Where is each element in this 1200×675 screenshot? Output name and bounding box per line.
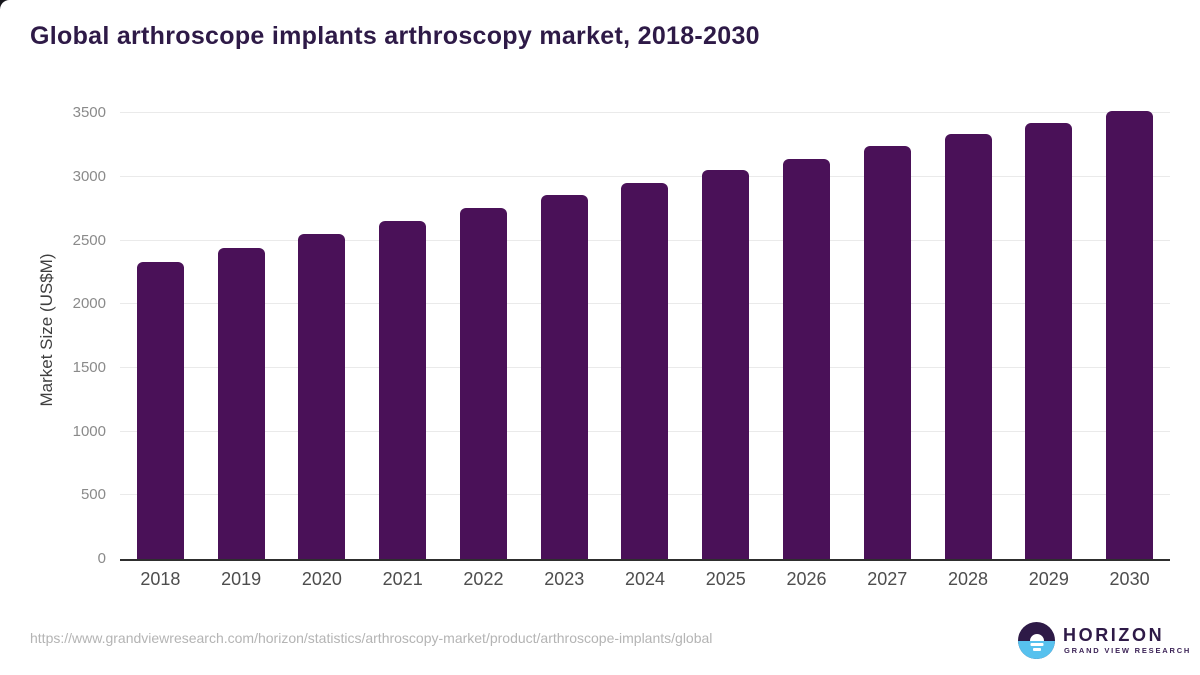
y-tick-label-2000: 2000 — [72, 295, 106, 313]
bar-2018[interactable] — [136, 261, 184, 559]
bar-slot-2025 — [685, 100, 766, 559]
x-tick-label-2025: 2025 — [705, 569, 746, 589]
x-tick-label-2030: 2030 — [1109, 569, 1150, 589]
y-tick-label-3500: 3500 — [72, 104, 106, 122]
bar-2024[interactable] — [621, 183, 669, 559]
bar-2023[interactable] — [540, 195, 588, 559]
y-axis-tick-labels: 0 500 1000 1500 2000 2500 3000 3500 — [0, 100, 106, 567]
x-axis-tick-labels: 2018 2019 2020 2021 2022 2023 2024 2025 2026 2027… — [120, 569, 1170, 590]
bar-series — [120, 100, 1170, 559]
bar-2027[interactable] — [863, 146, 911, 559]
bar-slot-2024 — [605, 100, 686, 559]
bar-2020[interactable] — [298, 234, 346, 559]
bar-2019[interactable] — [217, 247, 265, 559]
source-url-text: https://www.grandviewresearch.com/horizo… — [30, 630, 713, 646]
x-tick-label-2029: 2029 — [1028, 569, 1069, 589]
bar-2021[interactable] — [379, 220, 427, 559]
x-tick-label-2019: 2019 — [221, 569, 262, 589]
x-tick-label-2021: 2021 — [382, 569, 423, 589]
bar-2030[interactable] — [1106, 110, 1154, 559]
x-tick-label-2023: 2023 — [544, 569, 585, 589]
bar-slot-2028 — [928, 100, 1009, 559]
x-tick-label-2028: 2028 — [948, 569, 989, 589]
x-tick-label-2022: 2022 — [463, 569, 504, 589]
logo-wave-shape — [1032, 648, 1041, 651]
y-tick-label-2500: 2500 — [72, 231, 106, 249]
bar-slot-2020 — [282, 100, 363, 559]
x-tick-label-2020: 2020 — [301, 569, 342, 589]
bar-2022[interactable] — [459, 208, 507, 559]
bar-slot-2030 — [1089, 100, 1170, 559]
bar-2028[interactable] — [944, 134, 992, 559]
x-tick-label-2024: 2024 — [624, 569, 665, 589]
horizon-logo: HORIZON GRAND VIEW RESEARCH — [1018, 622, 1189, 662]
y-tick-label-1000: 1000 — [72, 422, 106, 440]
x-tick-label-2027: 2027 — [867, 569, 908, 589]
bar-slot-2023 — [524, 100, 605, 559]
logo-wordmark: HORIZON — [1063, 625, 1165, 645]
bar-slot-2029 — [1008, 100, 1089, 559]
plot-area — [120, 100, 1170, 561]
y-tick-label-500: 500 — [80, 486, 106, 504]
gridline-3500 — [120, 112, 1170, 114]
bar-2025[interactable] — [702, 170, 750, 559]
bar-slot-2027 — [847, 100, 928, 559]
bar-slot-2019 — [201, 100, 282, 559]
x-tick-label-2018: 2018 — [140, 569, 181, 589]
logo-subtitle: GRAND VIEW RESEARCH — [1064, 646, 1192, 655]
bar-slot-2021 — [362, 100, 443, 559]
bar-2026[interactable] — [783, 159, 830, 559]
bar-slot-2018 — [120, 100, 201, 559]
logo-wave-shape — [1030, 643, 1043, 646]
bar-slot-2026 — [766, 100, 847, 559]
screenshot-corner-artifact — [0, 0, 19, 19]
y-tick-label-3000: 3000 — [72, 167, 106, 185]
horizon-logo-icon — [1018, 622, 1055, 659]
gridline-3000 — [120, 175, 1170, 177]
x-tick-label-2026: 2026 — [786, 569, 827, 589]
y-tick-label-0: 0 — [97, 550, 106, 567]
logo-sun-shape — [1029, 633, 1044, 641]
chart-title: Global arthroscope implants arthroscopy … — [30, 22, 760, 50]
bar-slot-2022 — [443, 100, 524, 559]
bar-2029[interactable] — [1025, 122, 1073, 559]
y-tick-label-1500: 1500 — [72, 358, 106, 376]
